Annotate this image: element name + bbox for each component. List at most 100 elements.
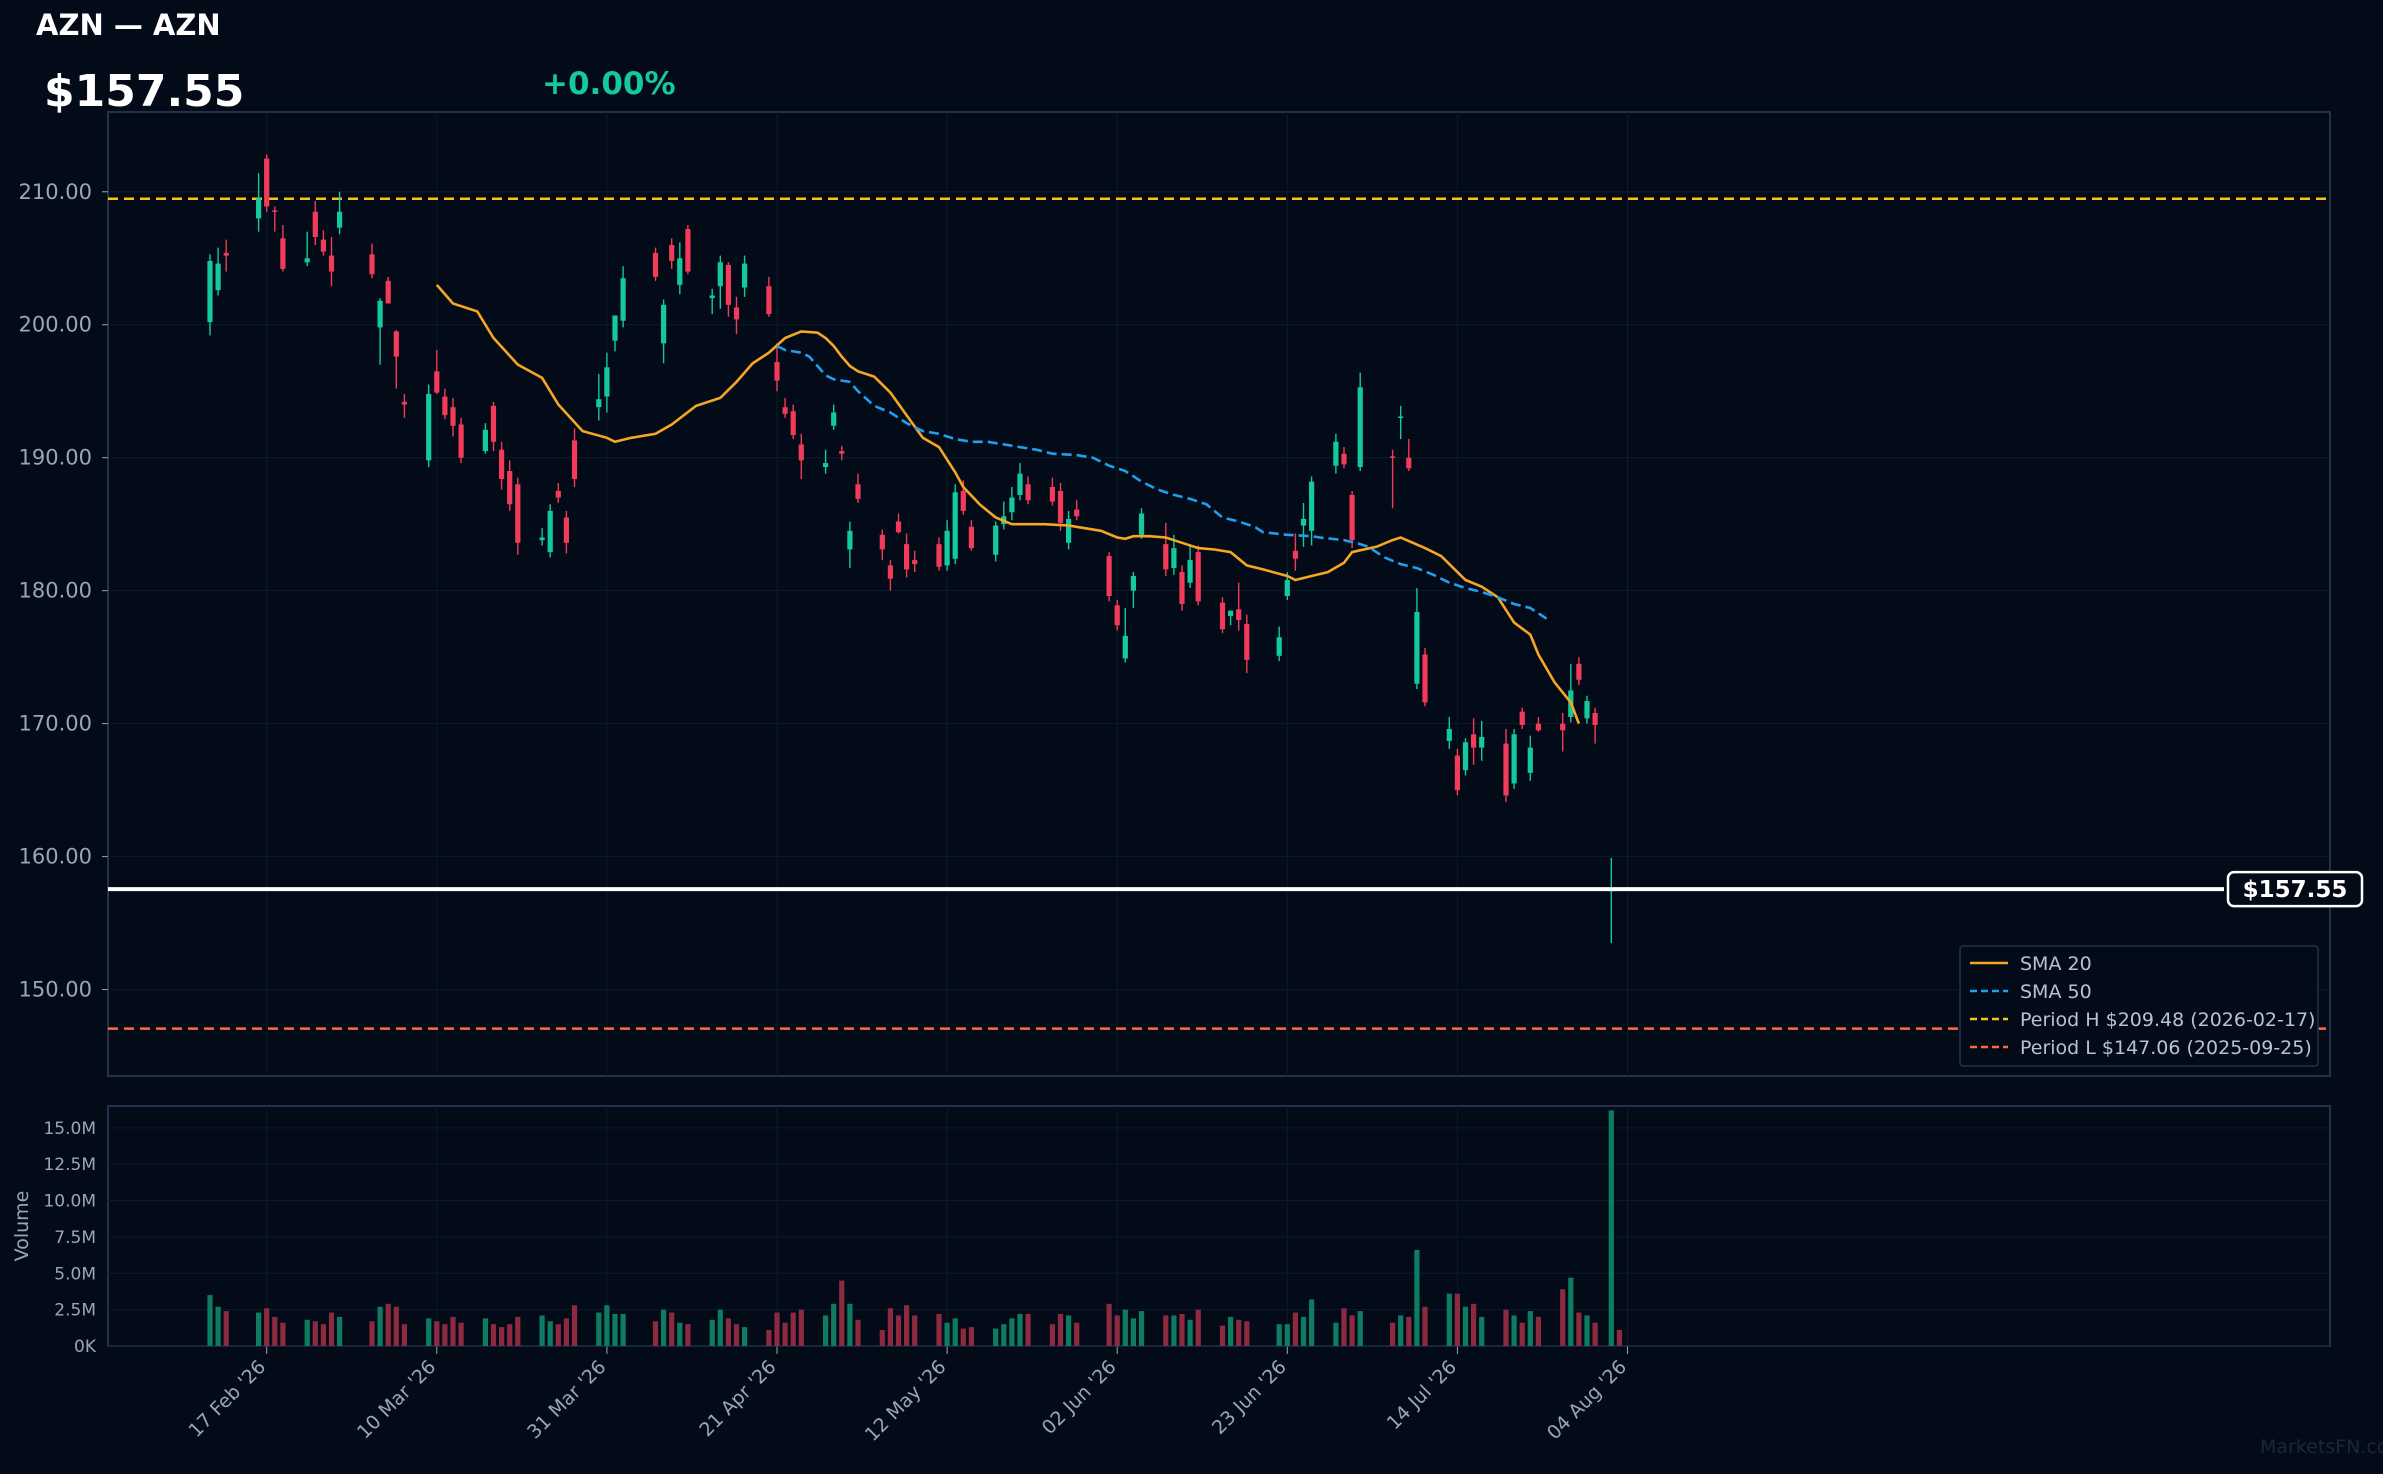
candle-body	[766, 286, 772, 315]
volume-bar	[1616, 1330, 1622, 1346]
volume-bar	[450, 1316, 456, 1346]
volume-tick-label: 7.5M	[54, 1228, 96, 1248]
volume-bar	[1284, 1324, 1290, 1346]
volume-bar	[1390, 1322, 1396, 1346]
candle-body	[1292, 550, 1298, 559]
x-tick-label: 23 Jun '26	[1208, 1356, 1291, 1439]
volume-bar	[1406, 1316, 1412, 1346]
last-price-badge	[2226, 870, 2364, 908]
volume-bar	[766, 1330, 772, 1346]
volume-bar	[879, 1330, 885, 1346]
volume-bar	[1398, 1315, 1404, 1346]
x-tick-label: 04 Aug '26	[1543, 1356, 1631, 1444]
candle-body	[960, 490, 966, 511]
candle-body	[442, 396, 448, 416]
volume-bar	[944, 1322, 950, 1346]
candle-body	[944, 530, 950, 566]
volume-bar	[1560, 1289, 1566, 1346]
candle-body	[774, 361, 780, 381]
x-tick-label: 14 Jul '26	[1383, 1356, 1461, 1434]
candle-body	[256, 198, 262, 219]
candle-body	[790, 411, 796, 436]
candle-body	[1195, 552, 1201, 602]
candle-body	[1236, 609, 1242, 620]
candle-body	[1584, 701, 1590, 719]
volume-bar	[669, 1312, 675, 1346]
volume-bar	[264, 1308, 270, 1346]
candle-body	[434, 371, 440, 393]
candle-body	[1284, 580, 1290, 596]
candle-body	[385, 280, 391, 304]
volume-tick-label: 0K	[74, 1337, 97, 1357]
volume-bar	[847, 1303, 853, 1346]
x-tick-label: 10 Mar '26	[353, 1356, 440, 1443]
candle-body	[1074, 509, 1080, 517]
candle-body	[1122, 635, 1128, 659]
candle-body	[1471, 734, 1477, 748]
volume-bar	[968, 1327, 974, 1346]
volume-bar	[547, 1321, 553, 1346]
candle-body	[1228, 610, 1234, 616]
candle-body	[207, 260, 213, 323]
candle-body	[677, 258, 683, 285]
volume-tick-label: 2.5M	[54, 1301, 96, 1321]
volume-bar	[1049, 1324, 1055, 1346]
y-tick-label: 200.00	[19, 313, 92, 337]
candle-body	[280, 238, 286, 269]
candle-body	[377, 300, 383, 328]
volume-bar	[717, 1309, 723, 1346]
candle-body	[1535, 723, 1541, 731]
legend-label: SMA 20	[2020, 953, 2092, 975]
volume-bar	[709, 1319, 715, 1346]
price-panel-frame	[107, 111, 2331, 1077]
volume-bar	[993, 1328, 999, 1346]
candle-body	[1009, 497, 1015, 513]
candle-body	[1017, 473, 1023, 495]
ticker-title: AZN — AZN	[36, 8, 221, 42]
y-tick-label: 150.00	[19, 978, 92, 1002]
candle-body	[571, 440, 578, 479]
x-tick-label: 21 Apr '26	[695, 1356, 780, 1441]
candle-body	[1049, 486, 1055, 502]
candle-body	[1576, 663, 1582, 680]
volume-bar	[1236, 1319, 1242, 1346]
candle-body	[669, 244, 675, 261]
volume-tick-label: 12.5M	[43, 1155, 96, 1175]
volume-bar	[385, 1303, 391, 1346]
volume-bar	[1454, 1293, 1460, 1346]
legend-label: SMA 50	[2020, 981, 2092, 1003]
candle-body	[612, 315, 618, 341]
x-tick-label: 17 Feb '26	[184, 1356, 270, 1442]
candle-body	[1163, 544, 1169, 570]
candle-body	[393, 331, 399, 357]
price-change: +0.00%	[542, 66, 676, 102]
candle-body	[320, 239, 326, 252]
candle-body	[733, 307, 740, 320]
volume-tick-label: 15.0M	[43, 1119, 96, 1139]
y-tick-label: 170.00	[19, 712, 92, 736]
volume-bar	[563, 1318, 569, 1346]
volume-bar	[312, 1321, 318, 1346]
candle-body	[1503, 743, 1509, 796]
volume-bar	[1066, 1315, 1072, 1346]
candle-body	[482, 429, 488, 452]
volume-bar	[725, 1318, 731, 1346]
volume-bar	[782, 1322, 788, 1346]
volume-bar	[1527, 1311, 1533, 1346]
volume-bar	[1106, 1303, 1112, 1346]
volume-bar	[256, 1312, 262, 1346]
candle-body	[1341, 453, 1347, 465]
candle-body	[887, 565, 893, 579]
candle-body	[312, 211, 318, 237]
volume-bar	[1568, 1277, 1574, 1346]
candle-body	[1519, 711, 1525, 725]
volume-bar	[1195, 1309, 1201, 1346]
volume-bar	[328, 1312, 335, 1346]
volume-bar	[1471, 1303, 1477, 1346]
volume-bar	[1592, 1322, 1598, 1346]
candle-body	[547, 510, 553, 553]
volume-bar	[936, 1314, 942, 1346]
volume-bar	[790, 1312, 796, 1346]
volume-bar	[952, 1318, 958, 1346]
